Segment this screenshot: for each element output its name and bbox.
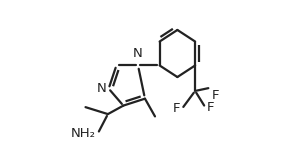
- Text: NH₂: NH₂: [71, 127, 96, 140]
- Text: F: F: [173, 102, 180, 115]
- Text: F: F: [212, 89, 219, 102]
- Text: F: F: [207, 101, 214, 114]
- Text: N: N: [133, 47, 143, 60]
- Text: N: N: [96, 82, 106, 95]
